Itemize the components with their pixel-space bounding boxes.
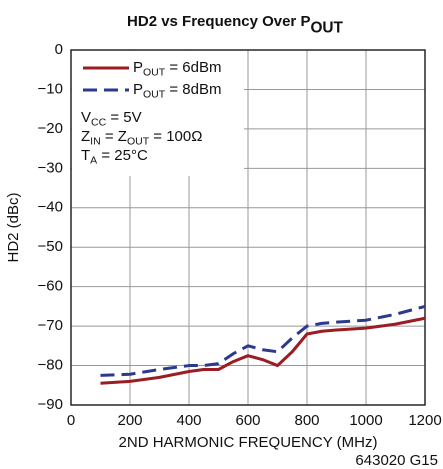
series-line — [100, 316, 426, 385]
series-line — [100, 304, 426, 377]
subscript: OUT — [143, 66, 166, 78]
x-tick-label: 200 — [117, 412, 142, 429]
y-tick-label: −80 — [38, 357, 63, 374]
y-tick-label: −40 — [38, 199, 63, 216]
text-run: HD2 vs Frequency Over P — [127, 13, 310, 30]
y-tick-label: −10 — [38, 80, 63, 97]
x-tick-label: 0 — [67, 412, 75, 429]
y-tick-label: −50 — [38, 238, 63, 255]
text-run: = 8dBm — [165, 81, 221, 98]
subscript: OUT — [143, 88, 166, 100]
text-run: Z — [81, 128, 90, 145]
annotation: ZIN = ZOUT = 100Ω — [81, 128, 202, 147]
y-tick-label: −20 — [38, 120, 63, 137]
x-axis-label: 2ND HARMONIC FREQUENCY (MHz) — [119, 434, 378, 451]
text-run: P — [133, 81, 143, 98]
subscript: CC — [91, 116, 107, 128]
text-run: = 5V — [106, 109, 141, 126]
subscript: A — [90, 154, 97, 166]
footnote: 643020 G15 — [355, 452, 438, 469]
x-tick-label: 1000 — [349, 412, 382, 429]
y-tick-label: −90 — [38, 396, 63, 413]
subscript: OUT — [310, 20, 343, 37]
y-tick-label: 0 — [55, 41, 63, 58]
text-run: = 100Ω — [149, 128, 202, 145]
text-run: V — [81, 109, 91, 126]
y-axis-label: HD2 (dBc) — [5, 192, 22, 262]
x-tick-label: 400 — [176, 412, 201, 429]
text-run: = Z — [101, 128, 127, 145]
text-run: T — [81, 147, 90, 164]
text-run: P — [133, 59, 143, 76]
text-run: = 6dBm — [165, 59, 221, 76]
subscript: IN — [90, 135, 101, 147]
x-tick-label: 1200 — [408, 412, 441, 429]
subscript: OUT — [127, 135, 150, 147]
legend-label: POUT = 6dBm — [133, 59, 221, 78]
annotation: VCC = 5V — [81, 109, 142, 128]
text-run: = 25°C — [97, 147, 148, 164]
annotation: TA = 25°C — [81, 147, 148, 166]
y-tick-label: −60 — [38, 278, 63, 295]
chart-title: HD2 vs Frequency Over POUT — [127, 13, 344, 37]
x-tick-label: 800 — [294, 412, 319, 429]
x-tick-label: 600 — [235, 412, 260, 429]
y-tick-label: −70 — [38, 317, 63, 334]
plot-border — [70, 49, 426, 406]
legend-label: POUT = 8dBm — [133, 81, 221, 100]
legend-box — [72, 51, 244, 176]
y-tick-label: −30 — [38, 159, 63, 176]
